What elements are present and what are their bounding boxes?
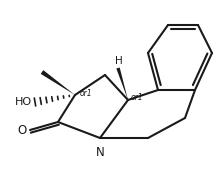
Text: or1: or1 — [131, 93, 144, 102]
Text: HO: HO — [15, 97, 32, 107]
Text: H: H — [115, 56, 123, 66]
Text: or1: or1 — [80, 89, 93, 98]
Text: O: O — [18, 123, 27, 137]
Polygon shape — [41, 70, 75, 95]
Polygon shape — [116, 68, 128, 100]
Text: N: N — [96, 146, 104, 159]
